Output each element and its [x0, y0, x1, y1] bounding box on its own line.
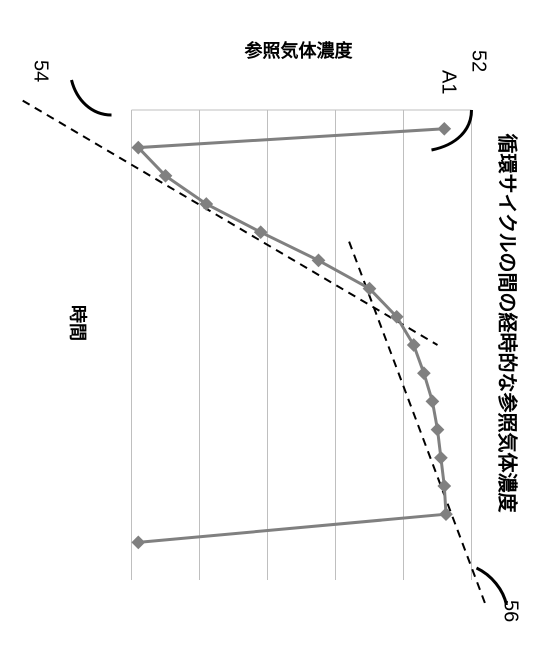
chart-title: 循環サイクルの間の経時的な参照気体濃度 — [494, 0, 523, 646]
ref-52: 52 — [466, 50, 489, 72]
rotated-frame: 循環サイクルの間の経時的な参照気体濃度 時間 参照気体濃度 52 54 56 A… — [0, 0, 551, 646]
series-marker — [417, 367, 429, 379]
y-axis-label: 参照気体濃度 — [198, 37, 398, 63]
line-56 — [349, 242, 485, 604]
figure-container: 循環サイクルの間の経時的な参照気体濃度 時間 参照気体濃度 52 54 56 A… — [0, 0, 551, 646]
ref-56: 56 — [498, 600, 521, 622]
ref-A1: A1 — [436, 70, 459, 94]
ref-54: 54 — [28, 60, 51, 82]
series-marker — [312, 254, 324, 266]
series-marker — [438, 123, 450, 135]
series-line — [138, 129, 446, 543]
series-marker — [426, 395, 438, 407]
series-marker — [407, 339, 419, 351]
series-marker — [254, 226, 266, 238]
series-marker — [431, 423, 443, 435]
x-axis-label: 時間 — [65, 0, 91, 646]
series-marker — [132, 536, 144, 548]
series-marker — [434, 452, 446, 464]
